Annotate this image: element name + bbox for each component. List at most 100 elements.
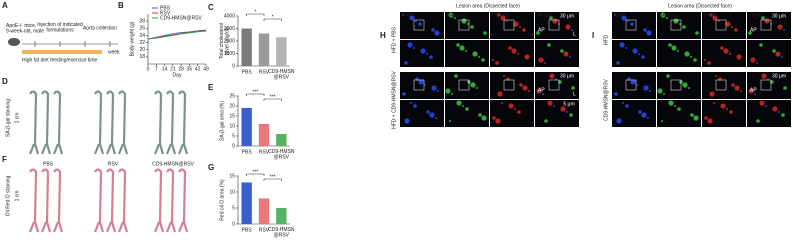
signal [552,18,558,24]
signal [636,84,638,86]
signal [725,21,731,27]
signal [431,85,437,91]
signal [616,61,620,65]
panel-title: Lesion area (Dissected face) [456,3,520,9]
signal [431,28,435,32]
signal [720,103,726,109]
y-tick-label: 22 [139,40,145,46]
signal [781,56,783,58]
signal [456,100,462,106]
row-label: CD9-HMSN@RSV [603,78,609,120]
timeline-bar [22,50,102,54]
roi-box [548,19,560,31]
signal [690,56,692,58]
signal [542,93,544,95]
channel-label: Merge [749,12,763,18]
signal [750,57,756,63]
roi-box [670,79,682,91]
signal [627,77,631,81]
signal [426,53,428,55]
signal [553,105,555,107]
signal [472,51,478,57]
y-tick-label: 0 [232,63,235,69]
signal [517,53,519,55]
signal [462,105,464,107]
roi-box [458,19,470,31]
group-label: PBS [43,161,54,167]
signal [729,110,733,114]
micrograph [490,12,534,39]
x-tick-label: CD9-HMSN @RSV [268,69,295,81]
bar [276,208,287,224]
injection-text: Injection of indicated formulations [37,22,83,34]
signal [437,90,439,92]
sig-bracket [246,13,265,16]
bar [258,198,270,224]
panel-letter: H [380,31,386,40]
signal [569,113,573,117]
signal [492,59,494,61]
y-tick-label: 20 [139,47,145,53]
sig-bracket [246,173,265,176]
signal [434,30,440,36]
signal [729,53,731,55]
y-tick-label: 20 [229,103,235,109]
mouse-icon [8,38,20,46]
roi-box [458,79,470,91]
x-tick-label: 28 [178,66,184,72]
channel-label: DAPI [402,12,414,18]
signal [783,29,785,31]
signal [497,13,501,17]
signal [764,18,770,24]
scale-label: 1 cm [14,113,20,124]
signal [740,90,742,92]
signal [547,100,553,106]
aorta [93,90,105,155]
signal [478,56,480,58]
micrograph [535,12,579,39]
panel-letter: I [592,31,594,40]
signal [731,83,735,87]
signal [621,15,627,21]
aorta [40,90,52,155]
group-label: RSV [108,161,119,167]
micrograph [747,100,791,127]
signal [517,110,521,114]
signal [756,119,760,123]
micrograph [702,72,746,99]
stain-label: SA-β-gal staining [5,99,11,137]
series-line [147,30,207,40]
channel-label: SA-β-gal [447,12,467,18]
collection-text: Aorta collection [83,25,117,31]
panel-letter: E [208,83,214,92]
ap-label: AP [538,87,545,93]
sig-label: *** [270,174,276,180]
signal [767,78,769,80]
signal [461,18,467,24]
y-tick-label: 10 [229,123,235,129]
signal [778,111,780,113]
signal [565,24,571,30]
signal [470,82,476,88]
signal [524,54,530,60]
y-tick-label: 0 [232,221,235,227]
signal [467,23,469,25]
signal [718,77,722,81]
signal [734,28,738,32]
signal [668,100,674,106]
timeline-text: High fat diet feeding/exercise time [22,57,98,63]
signal [625,47,627,49]
signal [761,16,765,20]
y-tick-label: 10 [229,189,235,195]
signal [508,46,512,50]
y-tick-label: 18 [139,54,145,60]
micrograph [445,40,489,67]
signal [616,118,622,124]
signal [495,118,501,124]
signal [765,105,767,107]
x-tick-label: PBS [242,149,253,155]
panel-letter: C [208,3,214,12]
signal [641,55,645,59]
signal [511,48,517,54]
signal [418,79,424,85]
